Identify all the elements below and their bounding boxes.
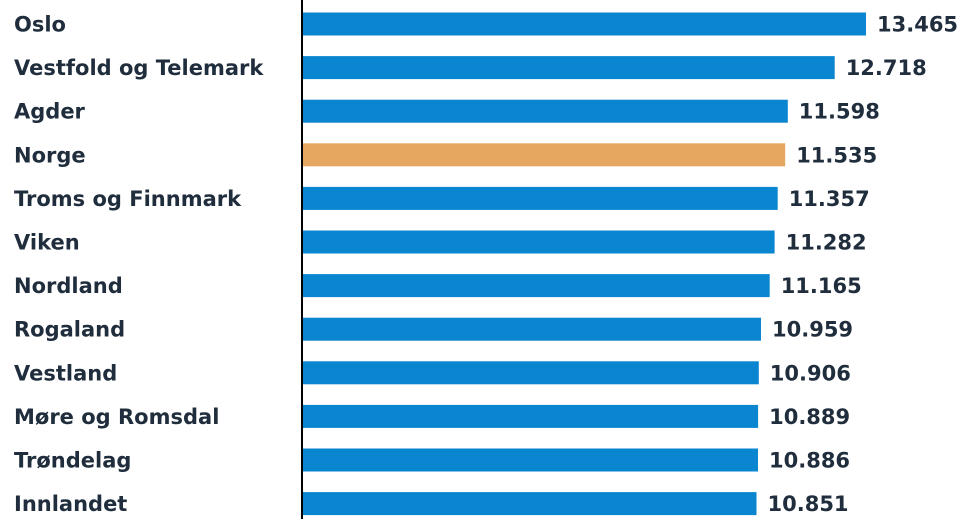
value-label-3: 11.535 bbox=[796, 143, 877, 167]
bar-9 bbox=[302, 404, 759, 428]
category-label-4: Troms og Finnmark bbox=[14, 187, 242, 211]
bar-11 bbox=[302, 492, 757, 516]
value-label-7: 10.959 bbox=[772, 318, 853, 342]
value-label-4: 11.357 bbox=[789, 187, 870, 211]
bar-5 bbox=[302, 230, 775, 254]
value-label-9: 10.889 bbox=[769, 405, 850, 429]
value-label-10: 10.886 bbox=[769, 449, 850, 473]
category-label-3: Norge bbox=[14, 143, 86, 167]
category-label-8: Vestland bbox=[14, 361, 117, 385]
bar-4 bbox=[302, 186, 778, 210]
bar-3 bbox=[302, 143, 786, 167]
bar-1 bbox=[302, 56, 835, 80]
category-label-0: Oslo bbox=[14, 13, 66, 37]
value-label-11: 10.851 bbox=[768, 492, 849, 516]
category-label-5: Viken bbox=[14, 231, 80, 255]
value-label-5: 11.282 bbox=[786, 231, 867, 255]
category-label-7: Rogaland bbox=[14, 318, 125, 342]
value-labels: 13.465 12.718 11.598 11.535 11.357 11.282 11.1… bbox=[768, 13, 959, 517]
category-label-2: Agder bbox=[14, 100, 86, 124]
category-label-10: Trøndelag bbox=[14, 449, 131, 473]
bars-layer bbox=[302, 12, 866, 516]
value-label-6: 11.165 bbox=[781, 274, 862, 298]
value-label-1: 12.718 bbox=[846, 56, 927, 80]
category-label-6: Nordland bbox=[14, 274, 123, 298]
category-label-11: Innlandet bbox=[14, 492, 127, 516]
bar-2 bbox=[302, 99, 788, 123]
bar-7 bbox=[302, 317, 761, 341]
category-label-9: Møre og Romsdal bbox=[14, 405, 219, 429]
category-labels: Oslo Vestfold og Telemark Agder Norge Troms … bbox=[14, 13, 264, 517]
value-label-8: 10.906 bbox=[770, 361, 851, 385]
value-label-0: 13.465 bbox=[877, 13, 958, 37]
bar-6 bbox=[302, 274, 770, 298]
category-label-1: Vestfold og Telemark bbox=[14, 56, 264, 80]
bar-10 bbox=[302, 448, 758, 472]
value-label-2: 11.598 bbox=[799, 100, 880, 124]
bar-0 bbox=[302, 12, 866, 36]
bar-8 bbox=[302, 361, 759, 385]
